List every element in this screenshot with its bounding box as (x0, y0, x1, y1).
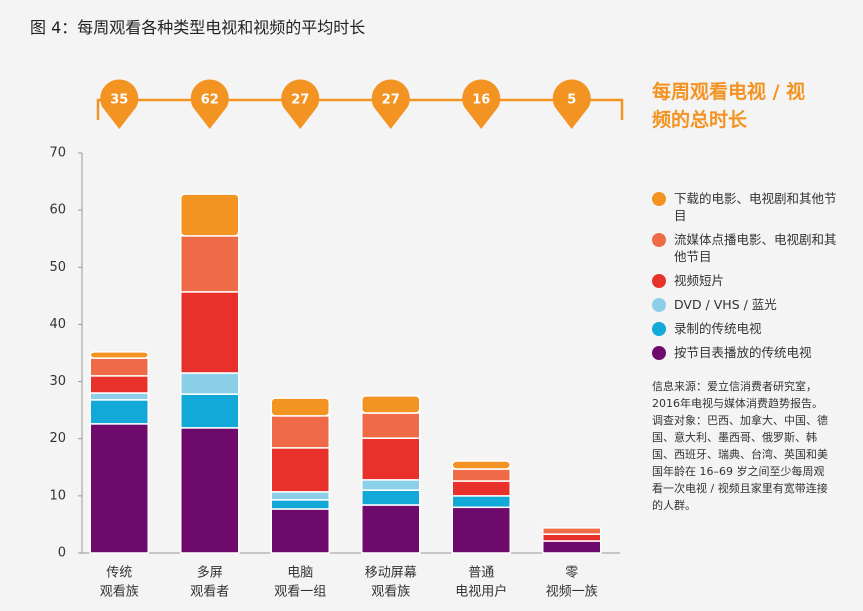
x-tick-label: 零 (565, 566, 578, 581)
legend-swatch (652, 233, 666, 247)
total-label: 35 (110, 93, 128, 108)
total-label: 27 (291, 93, 309, 108)
y-tick-label: 0 (58, 546, 66, 561)
bar-segment (89, 375, 149, 394)
bar-segment (451, 480, 511, 497)
bar-segment (180, 427, 240, 554)
y-tick-label: 50 (49, 260, 66, 275)
y-tick-label: 10 (49, 488, 66, 503)
bar-segment (361, 412, 421, 439)
total-bubble (190, 79, 229, 129)
chart-title: 图 4：每周观看各种类型电视和视频的平均时长 (30, 18, 366, 37)
legend-label: DVD / VHS / 蓝光 (674, 297, 777, 312)
bar-segment (361, 437, 421, 481)
x-tick-label: 观看者 (190, 584, 229, 600)
notes: 信息来源：爱立信消费者研究室，2016年电视与媒体消费趋势报告。调查对象：巴西、… (652, 378, 832, 514)
total-bubble (462, 79, 501, 129)
total-bubble (281, 79, 320, 129)
legend-label: 录制的传统电视 (674, 321, 762, 336)
totals-label: 每周观看电视 / 视频的总时长 (652, 81, 806, 131)
y-tick-label: 70 (49, 146, 66, 161)
bar-segment (89, 399, 149, 425)
legend-swatch (652, 346, 666, 360)
legend-item: 流媒体点播电影、电视剧和其他节目 (652, 231, 842, 265)
bar-segment (361, 479, 421, 491)
bar-segment (270, 499, 330, 510)
bar-segment (89, 357, 149, 377)
x-tick-label: 观看族 (371, 584, 410, 600)
bar-segment (361, 395, 421, 414)
bar-segment (180, 393, 240, 429)
legend-item: DVD / VHS / 蓝光 (652, 296, 842, 313)
legend-item: 按节目表播放的传统电视 (652, 344, 842, 361)
bar-segment (89, 423, 149, 554)
bar-segment (451, 468, 511, 482)
bar-segment (451, 506, 511, 554)
note: 信息来源：爱立信消费者研究室，2016年电视与媒体消费趋势报告。 (652, 380, 823, 410)
x-tick-label: 观看一组 (274, 584, 326, 600)
bar-segment (542, 527, 602, 535)
legend-swatch (652, 192, 666, 206)
x-tick-label: 视频一族 (546, 584, 598, 600)
bar-segment (542, 540, 602, 554)
y-tick-label: 60 (49, 203, 66, 218)
total-label: 5 (567, 93, 576, 108)
x-tick-label: 移动屏幕 (365, 566, 417, 581)
legend-item: 录制的传统电视 (652, 320, 842, 337)
total-label: 27 (382, 93, 400, 108)
legend-label: 按节目表播放的传统电视 (674, 345, 812, 360)
bar-segment (270, 415, 330, 449)
legend-item: 下载的电影、电视剧和其他节目 (652, 190, 842, 224)
bar-segment (270, 508, 330, 554)
bar-segment (89, 351, 149, 359)
bar-segment (180, 291, 240, 374)
y-tick-label: 20 (49, 431, 66, 446)
bar-segment (451, 460, 511, 470)
total-bubble (100, 79, 139, 129)
bracket (96, 98, 624, 120)
y-tick-label: 30 (49, 374, 66, 389)
bar-segment (361, 489, 421, 506)
bar-segment (361, 504, 421, 554)
x-tick-label: 传统 (106, 566, 132, 581)
legend-label: 流媒体点播电影、电视剧和其他节目 (674, 232, 837, 264)
x-tick-label: 多屏 (197, 565, 223, 581)
total-label: 62 (201, 93, 219, 108)
x-tick-label: 观看族 (100, 584, 139, 600)
bar-segment (542, 533, 602, 542)
bar-segment (180, 193, 240, 237)
bar-segment (180, 372, 240, 395)
x-tick-label: 电视用户 (455, 584, 507, 600)
x-tick-label: 普通 (468, 566, 494, 581)
total-label: 16 (472, 93, 490, 108)
note: 调查对象：巴西、加拿大、中国、德国、意大利、墨西哥、俄罗斯、韩国、西班牙、瑞典、… (652, 414, 828, 512)
legend-item: 视频短片 (652, 272, 842, 289)
legend-label: 下载的电影、电视剧和其他节目 (674, 191, 837, 223)
bar-segment (270, 397, 330, 417)
legend-swatch (652, 274, 666, 288)
bar-segment (451, 495, 511, 509)
legend-swatch (652, 322, 666, 336)
bar-segment (180, 235, 240, 293)
total-bubble (552, 79, 591, 129)
x-tick-label: 电脑 (287, 566, 313, 581)
bar-segment (270, 491, 330, 501)
y-tick-label: 40 (49, 317, 66, 332)
legend-label: 视频短片 (674, 273, 725, 288)
bar-segment (89, 392, 149, 401)
bar-segment (270, 447, 330, 493)
legend-swatch (652, 298, 666, 312)
legend: 下载的电影、电视剧和其他节目 流媒体点播电影、电视剧和其他节目视频短片 DVD / … (652, 190, 842, 368)
total-bubble (371, 79, 410, 129)
